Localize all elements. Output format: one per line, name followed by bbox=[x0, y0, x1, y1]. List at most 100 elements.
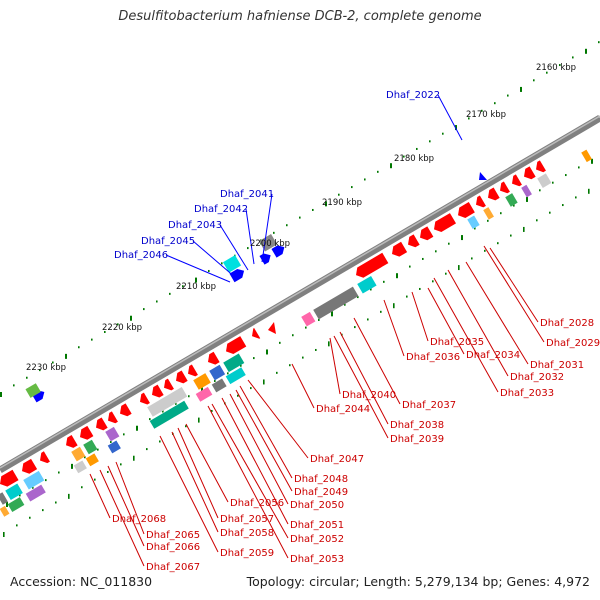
inner-tick-2 bbox=[406, 295, 408, 298]
forward-gene bbox=[164, 378, 174, 391]
forward-gene-shape bbox=[0, 469, 19, 487]
inner-tick-2 bbox=[484, 249, 486, 252]
inner-tick-2 bbox=[55, 501, 57, 504]
outer-tick bbox=[78, 346, 80, 349]
outer-tick bbox=[403, 155, 405, 158]
forward-gene bbox=[188, 364, 198, 377]
forward-gene-shape bbox=[208, 351, 220, 365]
inner-tick-2 bbox=[367, 318, 369, 321]
category-box-upper-rect bbox=[258, 234, 278, 252]
inner-tick bbox=[214, 379, 216, 382]
forward-gene bbox=[66, 435, 78, 448]
inner-tick-2 bbox=[328, 341, 330, 347]
forward-gene bbox=[208, 351, 220, 365]
gene-label-red: Dhaf_2029 bbox=[546, 338, 600, 349]
inner-tick-2 bbox=[302, 356, 304, 359]
inner-tick-2 bbox=[562, 204, 564, 207]
category-box-rect bbox=[313, 286, 359, 320]
category-box-2-rect bbox=[0, 505, 10, 517]
leader-line-blue bbox=[192, 240, 237, 279]
category-box-rect bbox=[505, 193, 518, 207]
outer-tick bbox=[52, 361, 54, 364]
inner-tick bbox=[396, 273, 398, 279]
inner-tick bbox=[487, 219, 489, 222]
category-box-2 bbox=[85, 453, 99, 467]
inner-tick-2 bbox=[263, 379, 265, 385]
inner-tick-2 bbox=[107, 470, 109, 473]
leader-line-red bbox=[185, 423, 229, 503]
forward-gene bbox=[524, 166, 536, 180]
gene-label-red: Dhaf_2039 bbox=[390, 434, 444, 445]
category-box-rect bbox=[209, 364, 226, 381]
gene-label-blue: Dhaf_2041 bbox=[220, 189, 274, 200]
forward-gene bbox=[40, 451, 50, 464]
inner-tick bbox=[331, 311, 333, 317]
inner-tick bbox=[461, 235, 463, 241]
outer-tick bbox=[364, 178, 366, 181]
inner-tick bbox=[292, 334, 294, 337]
leader-line-red bbox=[107, 465, 145, 547]
inner-tick-2 bbox=[419, 287, 421, 290]
inner-tick bbox=[383, 280, 385, 283]
outer-tick bbox=[585, 48, 587, 54]
category-box-2 bbox=[7, 497, 25, 513]
forward-gene-shape bbox=[512, 174, 522, 187]
gene-label-blue: Dhaf_2042 bbox=[194, 204, 248, 215]
inner-tick bbox=[539, 189, 541, 192]
label-leader-lines bbox=[89, 94, 545, 567]
forward-gene-shape bbox=[152, 384, 164, 398]
outer-tick bbox=[520, 86, 522, 92]
gene-label-red: Dhaf_2059 bbox=[220, 548, 274, 559]
inner-tick bbox=[6, 502, 8, 507]
category-box-2-rect bbox=[225, 367, 246, 385]
leader-line-blue bbox=[437, 94, 463, 141]
category-box bbox=[105, 426, 120, 442]
gene-label-red: Dhaf_2044 bbox=[316, 404, 370, 415]
category-box-2 bbox=[195, 386, 213, 402]
inner-tick bbox=[84, 456, 86, 459]
leader-line-blue bbox=[261, 193, 273, 263]
gene-label-red: Dhaf_2032 bbox=[510, 372, 564, 383]
category-box-2-rect bbox=[211, 378, 227, 393]
outer-tick bbox=[195, 277, 197, 283]
outer-tick bbox=[247, 247, 249, 250]
inner-tick bbox=[123, 433, 125, 436]
inner-tick bbox=[162, 410, 164, 413]
category-box-2 bbox=[211, 378, 227, 393]
gene-label-red: Dhaf_2052 bbox=[290, 534, 344, 545]
forward-gene-shape bbox=[164, 378, 174, 391]
category-box bbox=[83, 439, 98, 455]
category-box bbox=[537, 173, 552, 188]
gene-label-blue: Dhaf_2022 bbox=[386, 90, 440, 101]
leader-line-red bbox=[333, 335, 389, 439]
inner-tick bbox=[448, 242, 450, 245]
kbp-label: 2220 kbp bbox=[102, 323, 142, 333]
inner-tick-2 bbox=[354, 326, 356, 329]
inner-tick-2 bbox=[276, 371, 278, 374]
category-box-rect bbox=[483, 207, 494, 220]
category-box-rect bbox=[147, 387, 188, 417]
inner-tick bbox=[279, 341, 281, 344]
category-box bbox=[5, 483, 23, 501]
inner-tick bbox=[578, 166, 580, 169]
forward-gene bbox=[500, 181, 510, 194]
gene-label-blue: Dhaf_2043 bbox=[168, 220, 222, 231]
category-box bbox=[223, 353, 245, 373]
gene-label-red: Dhaf_2037 bbox=[402, 400, 456, 411]
category-box-2-rect bbox=[73, 460, 87, 474]
outer-tick bbox=[429, 140, 431, 143]
inner-tick bbox=[526, 196, 528, 202]
outer-tick bbox=[273, 231, 275, 234]
inner-tick bbox=[45, 479, 47, 482]
forward-gene-shape bbox=[252, 327, 261, 339]
inner-tick bbox=[175, 402, 177, 405]
gene-label-red: Dhaf_2053 bbox=[290, 554, 344, 565]
leader-line-red bbox=[171, 431, 219, 533]
reverse-gene bbox=[259, 253, 271, 265]
gene-label-red: Dhaf_2050 bbox=[290, 500, 344, 511]
inner-tick bbox=[357, 296, 359, 299]
forward-gene bbox=[476, 195, 486, 208]
inner-tick bbox=[500, 212, 502, 215]
category-box bbox=[357, 275, 377, 294]
leader-line-red bbox=[239, 385, 293, 479]
